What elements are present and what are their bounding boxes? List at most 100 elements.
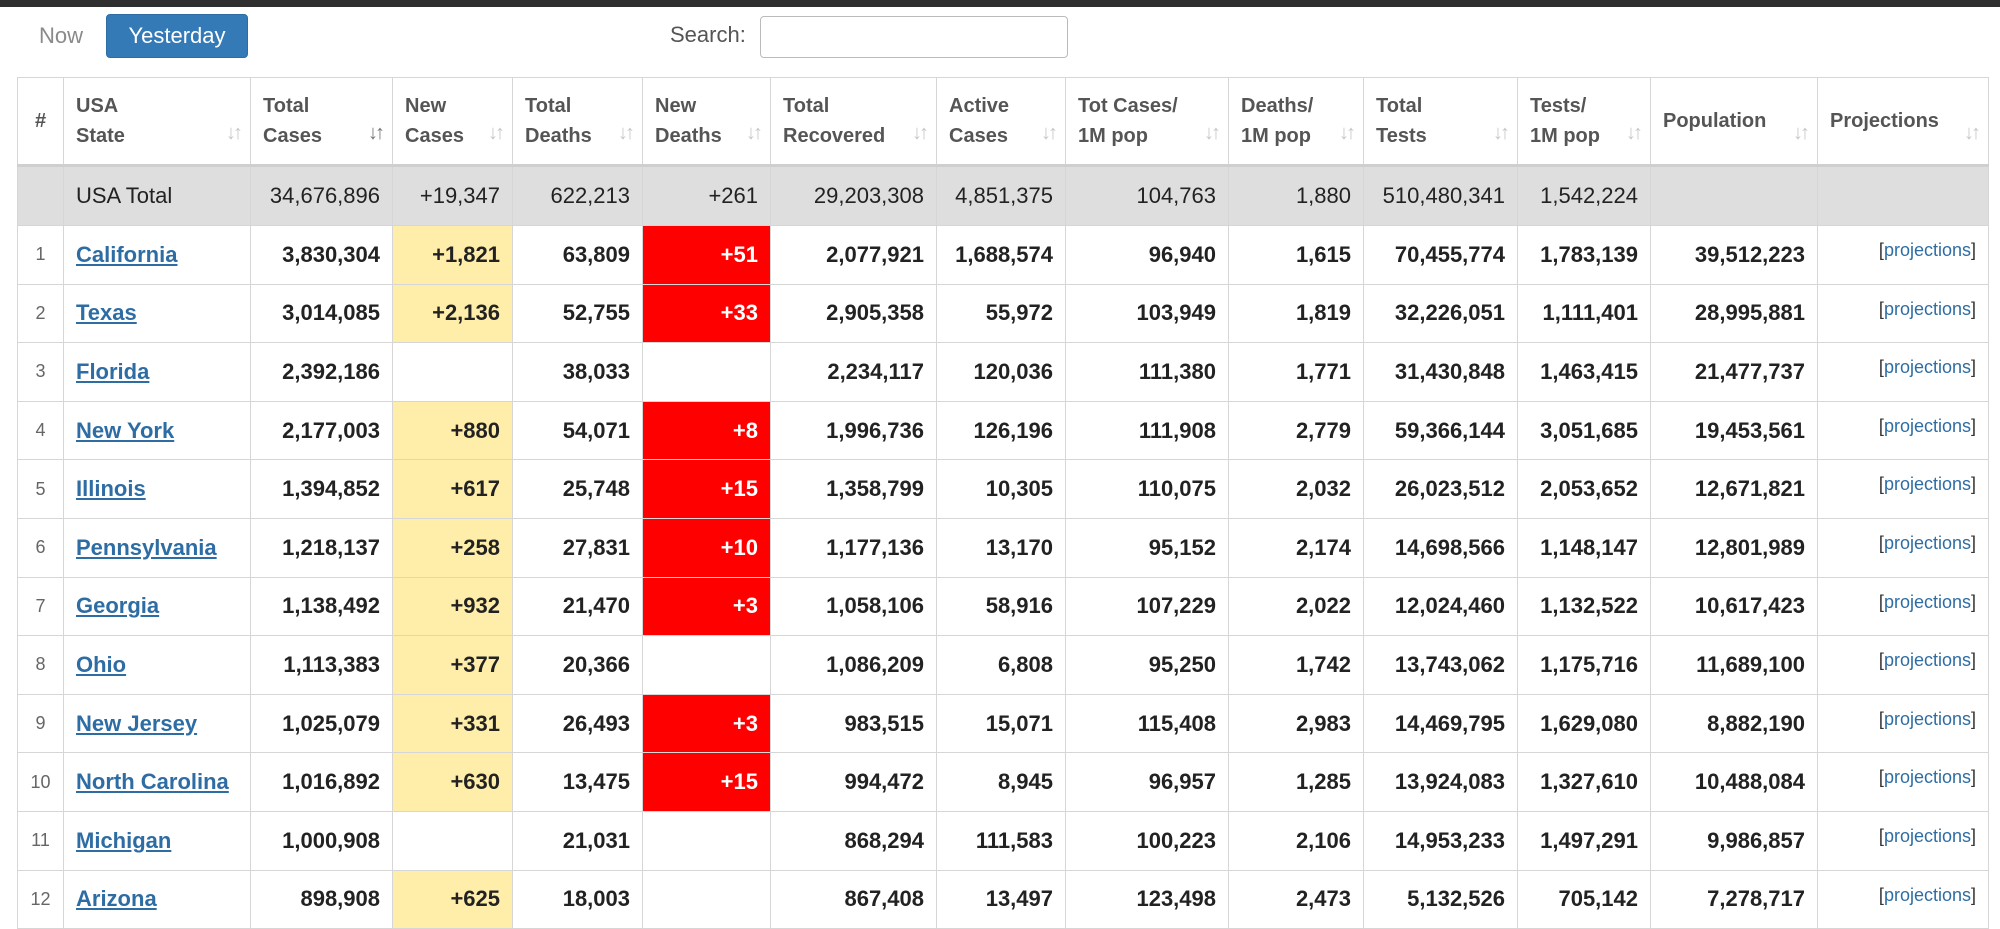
projections-link[interactable]: projections	[1883, 650, 1971, 671]
state-link[interactable]: California	[76, 241, 178, 267]
projections-link[interactable]: projections	[1883, 415, 1971, 436]
header-line-2: 1M pop	[1241, 125, 1311, 147]
header-line-2: Cases	[263, 125, 322, 147]
state-link[interactable]: Pennsylvania	[76, 534, 217, 560]
tests-per-1m-cell: 1,629,080	[1517, 693, 1651, 754]
sort-arrows-icon[interactable]: ↓↑	[1339, 122, 1356, 144]
new-deaths-cell: +3	[642, 576, 771, 637]
sort-arrows-icon[interactable]: ↓↑	[1964, 122, 1981, 144]
sort-arrows-icon[interactable]: ↓↑	[1493, 122, 1510, 144]
projections-link[interactable]: projections	[1883, 240, 1971, 260]
total-recovered-cell: 867,408	[770, 869, 937, 929]
new-deaths-cell: +15	[642, 459, 771, 519]
state-link[interactable]: Michigan	[76, 827, 172, 853]
deaths-per-1m-cell: 2,106	[1228, 810, 1364, 871]
population-cell: 11,689,100	[1650, 635, 1818, 695]
column-header-new-cases[interactable]: New Cases ↓↑	[392, 77, 513, 167]
rank-cell: 7	[17, 576, 64, 637]
total-recovered-cell: 1,358,799	[770, 459, 937, 519]
search-input[interactable]	[760, 16, 1068, 58]
total-tests-cell: 14,469,795	[1363, 693, 1518, 754]
header-line-2: Recovered	[783, 125, 886, 147]
column-header-total-tests[interactable]: Total Tests ↓↑	[1363, 77, 1518, 167]
total-recovered-cell: 2,234,117	[770, 342, 937, 402]
column-header-projections[interactable]: Projections ↓↑	[1817, 77, 1989, 167]
column-header-rank[interactable]: #	[17, 77, 64, 167]
total-recovered-cell: 2,905,358	[770, 283, 937, 344]
sort-arrows-icon[interactable]: ↓↑	[226, 122, 243, 144]
column-header-label: Tests/1M pop	[1530, 91, 1600, 151]
column-header-new-deaths[interactable]: New Deaths ↓↑	[642, 77, 771, 167]
column-header-state[interactable]: USA State ↓↑	[63, 77, 251, 167]
sort-arrows-icon[interactable]: ↓↑	[1041, 122, 1058, 144]
yesterday-button[interactable]: Yesterday	[106, 14, 248, 58]
header-line-2: Tests	[1376, 125, 1427, 147]
column-header-tests-per-1m[interactable]: Tests/1M pop ↓↑	[1517, 77, 1651, 167]
column-header-total-deaths[interactable]: Total Deaths ↓↑	[512, 77, 643, 167]
bracket-close: ]	[1970, 415, 1976, 436]
sort-arrows-icon[interactable]: ↓↑	[488, 122, 505, 144]
new-deaths-cell	[642, 810, 771, 871]
bracket-open: [	[1878, 650, 1884, 671]
state-link[interactable]: New Jersey	[76, 710, 198, 736]
total-deaths-cell: 21,470	[512, 576, 643, 637]
projections-link[interactable]: projections	[1883, 708, 1971, 729]
projections-cell: [projections]	[1817, 400, 1989, 461]
state-link[interactable]: Illinois	[76, 476, 146, 502]
column-header-active-cases[interactable]: Active Cases ↓↑	[936, 77, 1066, 167]
state-link[interactable]: Georgia	[76, 593, 160, 619]
sort-arrows-icon[interactable]: ↓↑	[912, 122, 929, 144]
population-cell: 9,986,857	[1650, 810, 1818, 871]
sort-arrows-icon[interactable]: ↓↑	[1626, 122, 1643, 144]
state-link[interactable]: North Carolina	[76, 769, 229, 795]
cases-per-1m-cell: 96,940	[1065, 225, 1229, 285]
total-deaths-cell: 26,493	[512, 693, 643, 754]
column-header-deaths-per-1m[interactable]: Deaths/1M pop ↓↑	[1228, 77, 1364, 167]
bracket-open: [	[1878, 357, 1884, 378]
column-header-total-recovered[interactable]: Total Recovered ↓↑	[770, 77, 937, 167]
column-header-population[interactable]: Population ↓↑	[1650, 77, 1818, 167]
total-cases-cell: 1,113,383	[250, 635, 393, 695]
header-line-1: Total	[525, 95, 572, 117]
projections-link[interactable]: projections	[1883, 298, 1971, 319]
state-link[interactable]: Ohio	[76, 651, 127, 677]
state-link[interactable]: Florida	[76, 358, 150, 384]
sort-arrows-icon[interactable]: ↓↑	[746, 122, 763, 144]
sort-arrows-icon[interactable]: ↓↑	[1204, 122, 1221, 144]
projections-link[interactable]: projections	[1883, 767, 1971, 788]
table-row: 4 New York 2,177,003 +880 54,071 +8 1,996,736 1…	[17, 400, 1989, 461]
total-recovered-cell: 1,086,209	[770, 635, 937, 695]
state-cell: North Carolina	[63, 752, 251, 812]
projections-link[interactable]: projections	[1883, 474, 1971, 495]
bracket-open: [	[1878, 708, 1884, 729]
projections-link[interactable]: projections	[1883, 884, 1971, 905]
column-header-label: Total Deaths	[525, 91, 592, 151]
cases-per-1m-cell: 107,229	[1065, 576, 1229, 637]
active-cases-cell: 55,972	[936, 283, 1066, 344]
total-cases-cell: 1,218,137	[250, 517, 393, 578]
projections-link[interactable]: projections	[1883, 532, 1971, 553]
state-link[interactable]: Arizona	[76, 886, 157, 912]
projections-link[interactable]: projections	[1883, 825, 1971, 846]
column-header-total-cases[interactable]: Total Cases ↓↑	[250, 77, 393, 167]
table-row: 2 Texas 3,014,085 +2,136 52,755 +33 2,905,358 5…	[17, 283, 1989, 344]
state-link[interactable]: New York	[76, 417, 175, 443]
total-cases-cell: 3,014,085	[250, 283, 393, 344]
cases-per-1m-cell: 110,075	[1065, 459, 1229, 519]
total-deaths-cell: 27,831	[512, 517, 643, 578]
table-row: 3 Florida 2,392,186 38,033 2,234,117 120,036 1…	[17, 342, 1989, 402]
total-deaths-cell: 54,071	[512, 400, 643, 461]
header-line-2: State	[76, 125, 125, 147]
now-button[interactable]: Now	[18, 14, 104, 58]
population-cell: 39,512,223	[1650, 225, 1818, 285]
projections-link[interactable]: projections	[1883, 357, 1971, 378]
column-header-cases-per-1m[interactable]: Tot Cases/1M pop ↓↑	[1065, 77, 1229, 167]
sort-arrows-icon[interactable]: ↓↑	[618, 122, 635, 144]
sort-arrows-icon[interactable]: ↓↑	[1793, 122, 1810, 144]
projections-cell: [projections]	[1817, 283, 1989, 344]
projections-link[interactable]: projections	[1883, 591, 1971, 612]
sort-arrows-icon[interactable]: ↓↑	[368, 122, 385, 144]
active-cases-cell: 15,071	[936, 693, 1066, 754]
total-cases-cell: 1,025,079	[250, 693, 393, 754]
state-link[interactable]: Texas	[76, 300, 137, 326]
